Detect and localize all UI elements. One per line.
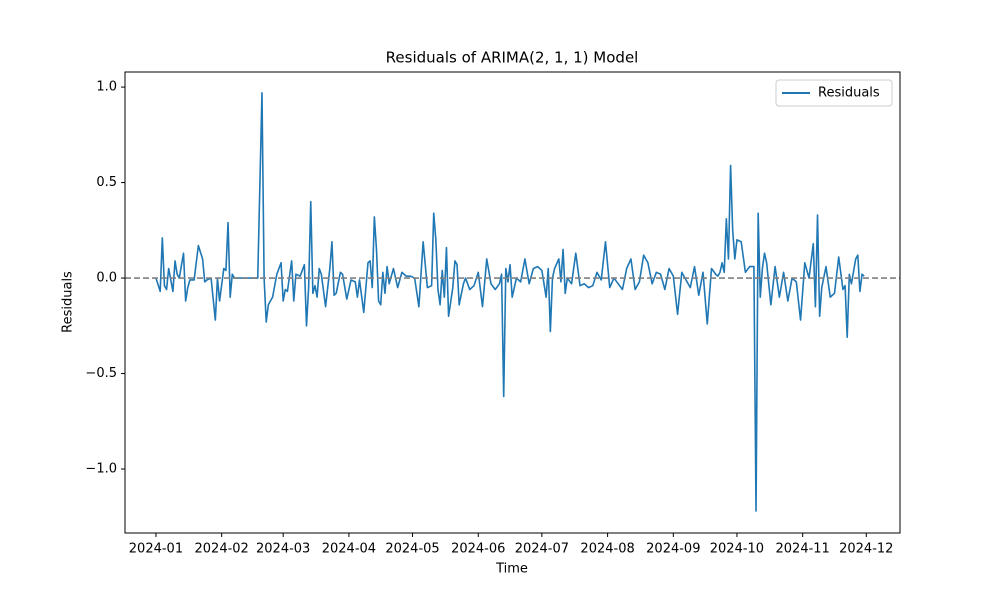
x-tick-label: 2024-08 [580,542,634,557]
x-tick-label: 2024-10 [710,542,764,557]
y-tick-label: −1.0 [85,462,117,477]
x-tick-label: 2024-09 [646,542,700,557]
x-axis-label: Time [495,562,528,577]
x-tick-label: 2024-03 [256,542,310,557]
y-tick-label: 0.5 [96,175,117,190]
legend-box [775,79,893,107]
x-tick-label: 2024-02 [195,542,249,557]
plot-frame [124,71,901,534]
y-axis-label: Residuals [61,271,76,333]
x-tick-label: 2024-07 [515,542,569,557]
y-tick-label: 1.0 [96,80,117,95]
x-tick-label: 2024-11 [776,542,830,557]
chart-title: Residuals of ARIMA(2, 1, 1) Model [386,49,639,67]
x-tick-label: 2024-05 [385,542,439,557]
y-tick-label: 0.0 [96,271,117,286]
x-tick-label: 2024-04 [322,542,376,557]
line-series [155,92,865,512]
legend-label: Residuals [818,86,880,101]
y-tick-label: −0.5 [85,366,117,381]
x-tick-label: 2024-01 [129,542,183,557]
x-tick-label: 2024-06 [451,542,505,557]
x-tick-label: 2024-12 [839,542,893,557]
